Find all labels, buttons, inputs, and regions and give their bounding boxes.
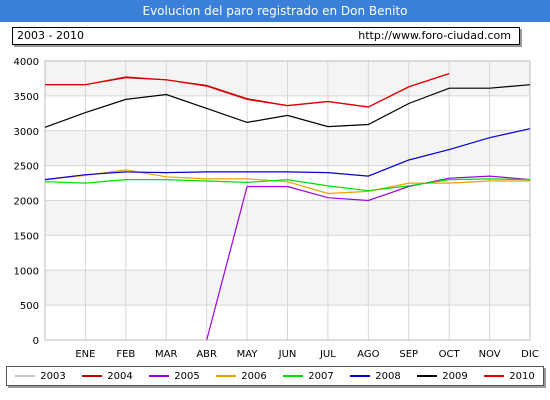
y-tick-label: 0: [33, 336, 39, 347]
legend-label: 2007: [308, 370, 334, 382]
x-tick-label: MAR: [155, 349, 177, 360]
y-tick-label: 2000: [14, 197, 39, 208]
chart-title-bar: Evolucion del paro registrado en Don Ben…: [0, 0, 550, 22]
legend-item-2007: 2007: [275, 371, 342, 382]
series-line-2009: [44, 84, 531, 128]
series-line-2006: [44, 169, 530, 195]
legend-item-2003: 2003: [7, 371, 74, 382]
series-line-2007: [44, 178, 531, 192]
info-bar: 2003 - 2010 http://www.foro-ciudad.com: [12, 27, 520, 45]
legend-swatch: [484, 375, 505, 377]
legend-label: 2010: [509, 370, 535, 382]
legend-label: 2006: [241, 370, 267, 382]
series-line-2008: [44, 128, 531, 181]
series-line-2010: [45, 73, 450, 108]
legend-swatch: [15, 375, 36, 377]
series-line-2005: [206, 175, 531, 341]
chart-title: Evolucion del paro registrado en Don Ben…: [142, 4, 408, 18]
x-tick-label: AGO: [357, 349, 379, 360]
legend-swatch: [350, 375, 371, 377]
legend-swatch: [82, 375, 103, 377]
legend-item-2009: 2009: [409, 371, 476, 382]
y-tick-label: 4000: [14, 57, 39, 68]
legend-label: 2008: [375, 370, 401, 382]
legend-item-2006: 2006: [208, 371, 275, 382]
legend-item-2010: 2010: [476, 371, 543, 382]
plot-frame: [44, 60, 531, 341]
legend-label: 2005: [174, 370, 200, 382]
y-tick-label: 2500: [14, 162, 39, 173]
date-range-label: 2003 - 2010: [17, 29, 84, 42]
chart-legend: 2003 2004 2005 2006 2007 2008 2009 2010: [6, 366, 544, 386]
y-tick-label: 3500: [14, 92, 39, 103]
legend-label: 2003: [40, 370, 66, 382]
legend-item-2004: 2004: [74, 371, 141, 382]
x-tick-label: DIC: [521, 349, 539, 360]
x-tick-label: FEB: [116, 349, 135, 360]
legend-swatch: [283, 375, 304, 377]
legend-item-2008: 2008: [342, 371, 409, 382]
x-tick-label: NOV: [479, 349, 501, 360]
x-tick-label: ENE: [75, 349, 95, 360]
x-tick-label: SEP: [399, 349, 418, 360]
x-tick-label: MAY: [237, 349, 259, 360]
y-tick-label: 500: [20, 301, 39, 312]
x-tick-label: JUL: [319, 349, 336, 360]
x-tick-label: JUN: [278, 349, 297, 360]
legend-swatch: [417, 375, 438, 377]
legend-swatch: [149, 375, 170, 377]
y-tick-label: 3000: [14, 127, 39, 138]
legend-label: 2004: [107, 370, 133, 382]
y-tick-label: 1500: [14, 231, 39, 242]
legend-item-2005: 2005: [141, 371, 208, 382]
site-url-label: http://www.foro-ciudad.com: [358, 29, 511, 42]
x-tick-label: ABR: [196, 349, 217, 360]
x-tick-label: OCT: [439, 349, 461, 360]
legend-label: 2009: [442, 370, 468, 382]
legend-swatch: [216, 375, 237, 377]
y-tick-label: 1000: [14, 266, 39, 277]
